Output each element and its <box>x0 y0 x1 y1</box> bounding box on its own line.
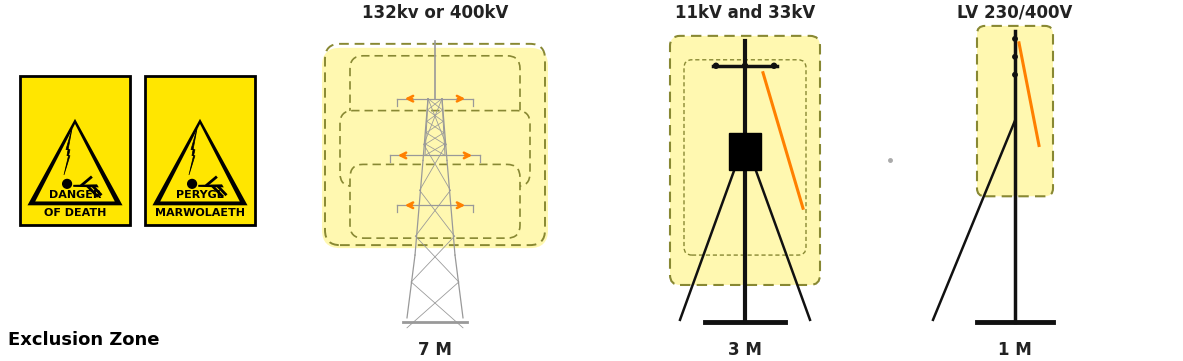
Circle shape <box>63 179 71 188</box>
Text: OF DEATH: OF DEATH <box>44 208 106 218</box>
Text: PERYGL: PERYGL <box>176 190 224 200</box>
Circle shape <box>743 63 748 68</box>
Text: DANGER: DANGER <box>49 190 102 200</box>
Circle shape <box>188 179 196 188</box>
Circle shape <box>713 63 718 68</box>
Text: 7 M: 7 M <box>418 341 452 359</box>
Polygon shape <box>199 184 224 187</box>
Circle shape <box>771 63 776 68</box>
Polygon shape <box>189 129 196 175</box>
Bar <box>20 76 130 225</box>
Text: MARWOLAETH: MARWOLAETH <box>155 208 245 218</box>
Text: LV 230/400V: LV 230/400V <box>957 4 1073 22</box>
Text: 11kV and 33kV: 11kV and 33kV <box>674 4 815 22</box>
Polygon shape <box>64 129 72 175</box>
Polygon shape <box>153 119 247 205</box>
Bar <box>146 76 256 225</box>
Polygon shape <box>160 124 240 201</box>
Text: Exclusion Zone: Exclusion Zone <box>8 331 160 349</box>
FancyBboxPatch shape <box>350 56 521 131</box>
Polygon shape <box>35 124 115 201</box>
Polygon shape <box>73 184 98 187</box>
Bar <box>729 132 761 170</box>
FancyBboxPatch shape <box>322 48 548 248</box>
Circle shape <box>1013 37 1017 41</box>
FancyBboxPatch shape <box>340 110 530 186</box>
FancyBboxPatch shape <box>670 36 820 285</box>
FancyBboxPatch shape <box>350 164 521 238</box>
Text: 1 M: 1 M <box>998 341 1032 359</box>
FancyBboxPatch shape <box>977 26 1053 196</box>
Circle shape <box>1013 73 1017 77</box>
Polygon shape <box>27 119 123 205</box>
Text: 3 M: 3 M <box>728 341 762 359</box>
Text: 132kv or 400kV: 132kv or 400kV <box>362 4 509 22</box>
Circle shape <box>1013 55 1017 59</box>
